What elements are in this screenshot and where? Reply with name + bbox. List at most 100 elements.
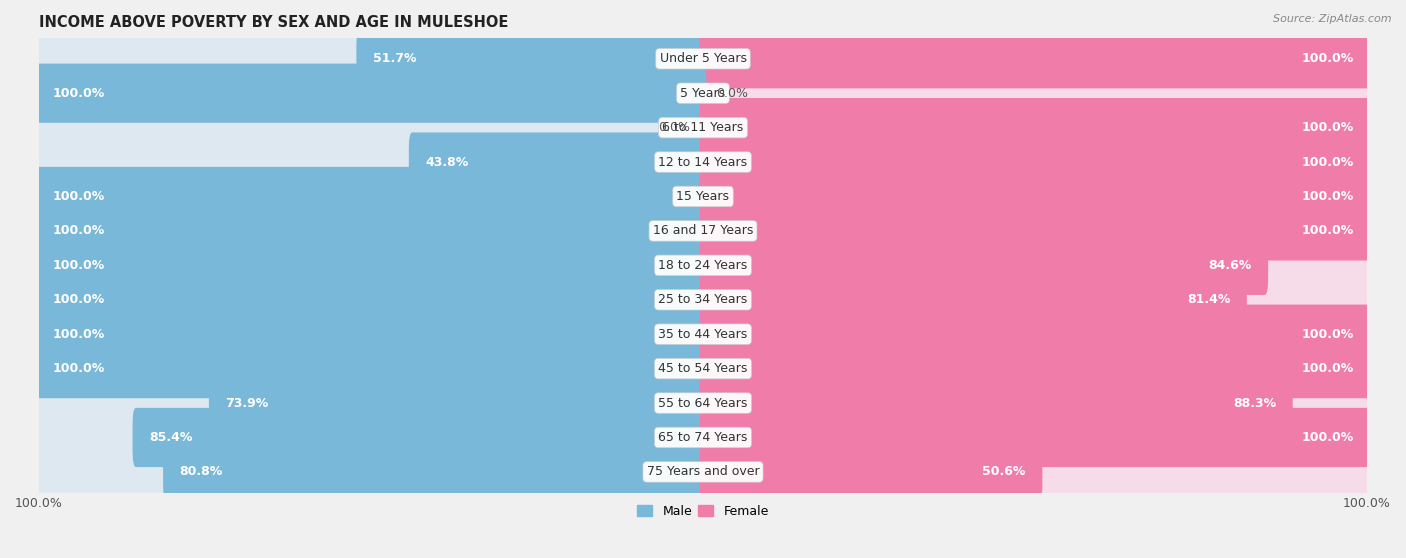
FancyBboxPatch shape — [35, 339, 706, 398]
Text: 65 to 74 Years: 65 to 74 Years — [658, 431, 748, 444]
FancyBboxPatch shape — [39, 110, 1367, 145]
Text: 35 to 44 Years: 35 to 44 Years — [658, 328, 748, 341]
Text: 100.0%: 100.0% — [1302, 431, 1354, 444]
Text: 88.3%: 88.3% — [1233, 397, 1277, 410]
FancyBboxPatch shape — [700, 373, 1292, 432]
FancyBboxPatch shape — [35, 270, 706, 329]
FancyBboxPatch shape — [700, 235, 1371, 295]
FancyBboxPatch shape — [35, 305, 706, 364]
FancyBboxPatch shape — [700, 339, 1371, 398]
FancyBboxPatch shape — [700, 29, 1371, 88]
Text: Under 5 Years: Under 5 Years — [659, 52, 747, 65]
Text: 81.4%: 81.4% — [1187, 294, 1230, 306]
Text: 45 to 54 Years: 45 to 54 Years — [658, 362, 748, 375]
FancyBboxPatch shape — [700, 98, 1371, 157]
FancyBboxPatch shape — [35, 201, 706, 261]
FancyBboxPatch shape — [700, 339, 1371, 398]
FancyBboxPatch shape — [39, 317, 1367, 352]
FancyBboxPatch shape — [409, 132, 706, 191]
FancyBboxPatch shape — [163, 442, 706, 502]
FancyBboxPatch shape — [35, 201, 706, 261]
FancyBboxPatch shape — [700, 201, 1371, 261]
FancyBboxPatch shape — [35, 270, 706, 329]
FancyBboxPatch shape — [700, 132, 1371, 191]
FancyBboxPatch shape — [356, 29, 706, 88]
Text: 6 to 11 Years: 6 to 11 Years — [662, 121, 744, 134]
FancyBboxPatch shape — [35, 442, 706, 502]
FancyBboxPatch shape — [35, 373, 706, 432]
FancyBboxPatch shape — [39, 420, 1367, 455]
FancyBboxPatch shape — [35, 339, 706, 398]
FancyBboxPatch shape — [700, 408, 1371, 467]
FancyBboxPatch shape — [700, 442, 1371, 502]
FancyBboxPatch shape — [39, 386, 1367, 420]
FancyBboxPatch shape — [700, 132, 1371, 191]
Text: 15 Years: 15 Years — [676, 190, 730, 203]
FancyBboxPatch shape — [700, 270, 1247, 329]
Text: 100.0%: 100.0% — [1302, 224, 1354, 237]
FancyBboxPatch shape — [700, 305, 1371, 364]
Text: 43.8%: 43.8% — [426, 156, 468, 169]
Text: 5 Years: 5 Years — [681, 86, 725, 100]
Text: 18 to 24 Years: 18 to 24 Years — [658, 259, 748, 272]
FancyBboxPatch shape — [35, 235, 706, 295]
FancyBboxPatch shape — [39, 76, 1367, 110]
FancyBboxPatch shape — [700, 167, 1371, 226]
FancyBboxPatch shape — [209, 373, 706, 432]
FancyBboxPatch shape — [700, 98, 1371, 157]
FancyBboxPatch shape — [700, 442, 1042, 502]
FancyBboxPatch shape — [39, 248, 1367, 282]
Text: 100.0%: 100.0% — [1302, 121, 1354, 134]
Text: 16 and 17 Years: 16 and 17 Years — [652, 224, 754, 237]
Text: INCOME ABOVE POVERTY BY SEX AND AGE IN MULESHOE: INCOME ABOVE POVERTY BY SEX AND AGE IN M… — [39, 15, 509, 30]
Text: 100.0%: 100.0% — [1302, 156, 1354, 169]
FancyBboxPatch shape — [132, 408, 706, 467]
Text: 25 to 34 Years: 25 to 34 Years — [658, 294, 748, 306]
Text: 100.0%: 100.0% — [1302, 190, 1354, 203]
FancyBboxPatch shape — [39, 214, 1367, 248]
Text: 0.0%: 0.0% — [658, 121, 690, 134]
Text: 51.7%: 51.7% — [373, 52, 416, 65]
Text: 100.0%: 100.0% — [52, 328, 104, 341]
FancyBboxPatch shape — [35, 167, 706, 226]
FancyBboxPatch shape — [35, 235, 706, 295]
FancyBboxPatch shape — [39, 41, 1367, 76]
Text: 85.4%: 85.4% — [149, 431, 193, 444]
FancyBboxPatch shape — [700, 373, 1371, 432]
FancyBboxPatch shape — [35, 64, 706, 123]
FancyBboxPatch shape — [39, 179, 1367, 214]
FancyBboxPatch shape — [700, 235, 1268, 295]
FancyBboxPatch shape — [700, 64, 1371, 123]
Text: 100.0%: 100.0% — [52, 259, 104, 272]
Text: 100.0%: 100.0% — [1302, 328, 1354, 341]
FancyBboxPatch shape — [39, 352, 1367, 386]
FancyBboxPatch shape — [35, 98, 706, 157]
Text: 55 to 64 Years: 55 to 64 Years — [658, 397, 748, 410]
Text: 12 to 14 Years: 12 to 14 Years — [658, 156, 748, 169]
Text: 100.0%: 100.0% — [52, 362, 104, 375]
Text: 100.0%: 100.0% — [52, 86, 104, 100]
FancyBboxPatch shape — [700, 270, 1371, 329]
FancyBboxPatch shape — [35, 29, 706, 88]
Text: 0.0%: 0.0% — [716, 86, 748, 100]
FancyBboxPatch shape — [35, 132, 706, 191]
FancyBboxPatch shape — [39, 145, 1367, 179]
Text: 75 Years and over: 75 Years and over — [647, 465, 759, 478]
FancyBboxPatch shape — [700, 29, 1371, 88]
Text: 100.0%: 100.0% — [1302, 52, 1354, 65]
FancyBboxPatch shape — [700, 167, 1371, 226]
FancyBboxPatch shape — [35, 167, 706, 226]
Text: 80.8%: 80.8% — [180, 465, 224, 478]
FancyBboxPatch shape — [35, 64, 706, 123]
FancyBboxPatch shape — [700, 305, 1371, 364]
FancyBboxPatch shape — [39, 282, 1367, 317]
Text: 100.0%: 100.0% — [52, 224, 104, 237]
FancyBboxPatch shape — [700, 408, 1371, 467]
Text: 100.0%: 100.0% — [1302, 362, 1354, 375]
Text: 100.0%: 100.0% — [52, 190, 104, 203]
FancyBboxPatch shape — [700, 201, 1371, 261]
FancyBboxPatch shape — [35, 305, 706, 364]
Text: 84.6%: 84.6% — [1208, 259, 1251, 272]
Text: 73.9%: 73.9% — [225, 397, 269, 410]
Text: 50.6%: 50.6% — [983, 465, 1026, 478]
